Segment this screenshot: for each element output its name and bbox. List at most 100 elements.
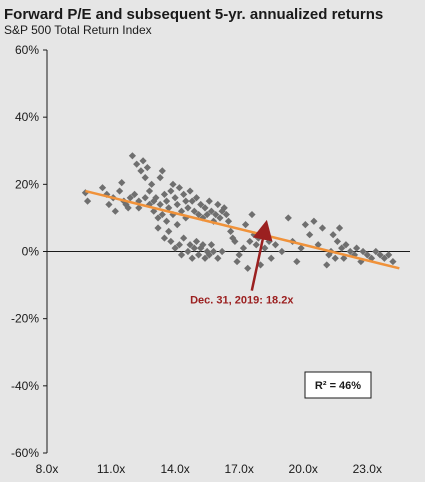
scatter-point: [216, 214, 224, 222]
scatter-point: [184, 247, 192, 256]
scatter-point: [154, 214, 162, 222]
scatter-point: [158, 210, 166, 219]
scatter-point: [271, 241, 280, 249]
x-tick-label: 11.0x: [97, 462, 125, 476]
scatter-point: [188, 254, 196, 262]
scatter-point: [184, 204, 192, 212]
scatter-point: [180, 234, 188, 242]
scatter-point: [239, 244, 248, 252]
scatter-point: [346, 247, 354, 256]
scatter-point: [199, 241, 207, 249]
annotation-label: Dec. 31, 2019: 18.2x: [190, 295, 294, 307]
scatter-point: [111, 207, 119, 215]
scatter-point: [222, 210, 230, 219]
scatter-point: [214, 254, 222, 262]
scatter-point: [130, 190, 139, 199]
scatter-point: [154, 224, 162, 232]
scatter-point: [98, 184, 107, 192]
scatter-point: [143, 163, 151, 172]
scatter-point: [212, 210, 220, 219]
scatter-point: [318, 224, 327, 232]
scatter-point: [126, 194, 134, 202]
scatter-point: [171, 194, 179, 202]
scatter-point: [139, 157, 147, 165]
annotation-arrow: [250, 219, 273, 291]
scatter-point: [233, 257, 241, 266]
scatter-point: [359, 247, 367, 256]
scatter-point: [116, 187, 124, 195]
scatter-point: [329, 231, 337, 239]
scatter-point: [244, 264, 252, 272]
scatter-point: [167, 237, 175, 246]
scatter-point: [180, 190, 188, 199]
scatter-point: [380, 254, 388, 262]
scatter-point: [323, 261, 331, 269]
scatter-point: [278, 247, 286, 256]
scatter-point: [156, 174, 164, 182]
scatter-point: [252, 241, 260, 249]
scatter-point: [188, 197, 196, 205]
scatter-point: [218, 247, 226, 256]
scatter-point: [175, 184, 183, 192]
scatter-point: [182, 197, 190, 205]
y-tick-label: -20%: [11, 312, 39, 326]
r-squared-box: [304, 371, 372, 399]
scatter-point: [135, 204, 143, 212]
y-tick-label: 20%: [15, 177, 39, 191]
scatter-point: [192, 194, 201, 202]
scatter-point: [207, 207, 216, 215]
y-tick-label: -40%: [11, 379, 39, 393]
scatter-point: [190, 207, 198, 215]
scatter-point: [306, 231, 314, 239]
scatter-point: [335, 224, 344, 232]
scatter-point: [363, 251, 371, 259]
scatter-point: [214, 200, 222, 209]
y-tick-label: -60%: [11, 446, 39, 460]
scatter-point: [297, 244, 305, 252]
x-tick-label: 20.0x: [289, 462, 318, 476]
scatter-point: [148, 180, 156, 188]
chart-subtitle: S&P 500 Total Return Index: [4, 23, 152, 37]
scatter-point: [248, 210, 256, 219]
scatter-point: [105, 200, 113, 209]
scatter-point: [376, 251, 384, 259]
scatter-point: [141, 194, 149, 202]
scatter-point: [389, 257, 397, 266]
scatter-point: [173, 200, 181, 209]
scatter-point: [128, 152, 137, 160]
scatter-point: [224, 217, 233, 225]
scatter-point: [160, 190, 169, 199]
scatter-point: [171, 244, 179, 252]
scatter-point: [141, 174, 149, 182]
scatter-point: [267, 254, 275, 262]
scatter-point: [310, 217, 318, 225]
y-tick-label: 60%: [15, 43, 39, 57]
x-tick-label: 14.0x: [160, 462, 189, 476]
scatter-point: [197, 200, 205, 209]
scatter-point: [156, 200, 164, 209]
scatter-point: [158, 167, 166, 175]
scatter-point: [284, 214, 292, 222]
chart-title: Forward P/E and subsequent 5-yr. annuali…: [4, 6, 384, 23]
scatter-point: [342, 241, 350, 249]
scatter-point: [209, 247, 218, 256]
scatter-point: [118, 179, 126, 187]
scatter-point: [186, 187, 194, 195]
scatter-point: [133, 160, 141, 168]
scatter-point: [186, 241, 194, 249]
scatter-point: [385, 251, 393, 259]
scatter-point: [169, 180, 177, 188]
scatter-point: [152, 194, 160, 202]
scatter-point: [173, 221, 181, 229]
scatter-point: [162, 217, 171, 225]
scatter-point: [338, 244, 346, 252]
scatter-point: [124, 204, 132, 212]
scatter-point: [357, 257, 365, 266]
y-tick-label: 40%: [15, 110, 39, 124]
scatter-point: [265, 237, 273, 246]
scatter-point: [195, 210, 203, 219]
scatter-point: [175, 241, 183, 249]
scatter-point: [160, 234, 169, 242]
r-squared-label: R² = 46%: [315, 380, 361, 392]
